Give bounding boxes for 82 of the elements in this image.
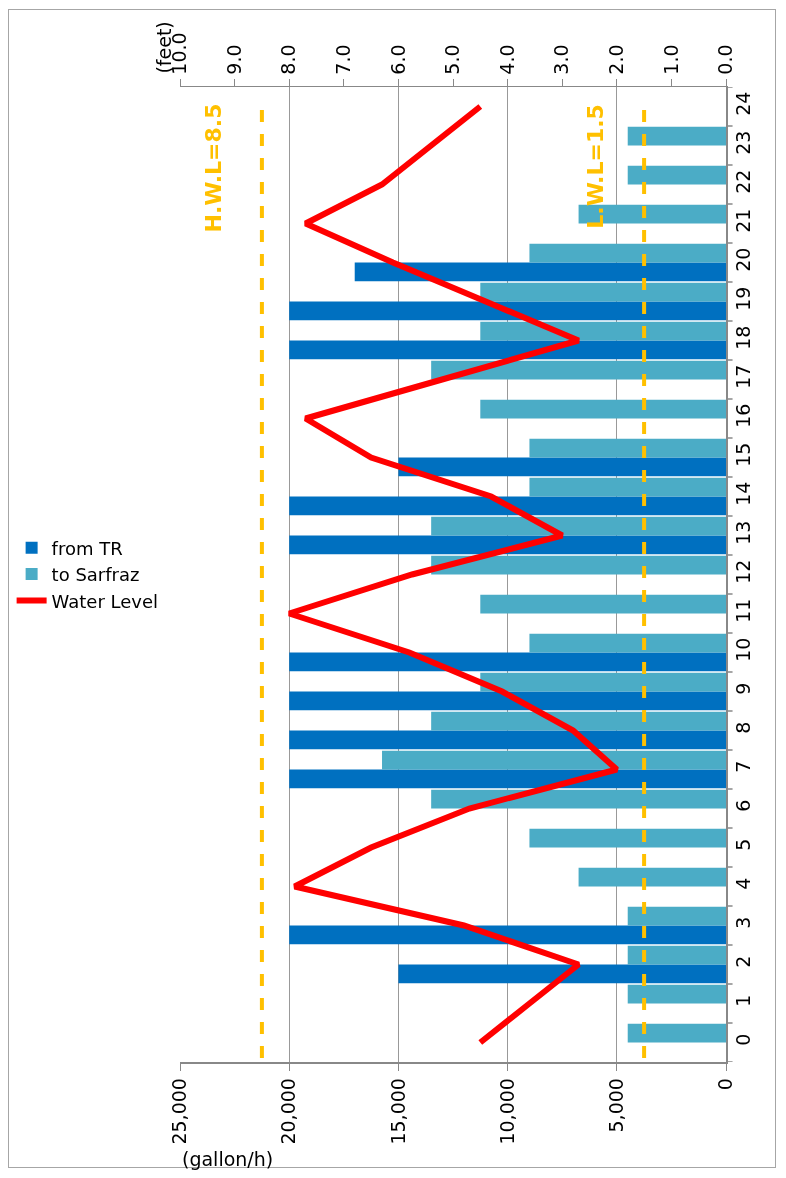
- bar: [289, 769, 726, 789]
- bar: [431, 516, 726, 536]
- bar: [627, 1023, 726, 1043]
- bar: [431, 789, 726, 809]
- x2-tick-label: 6.0: [386, 44, 409, 75]
- y-tick-label: 11: [732, 598, 755, 623]
- y-tick-label: 18: [732, 325, 755, 350]
- bar: [627, 126, 726, 146]
- bar: [627, 984, 726, 1004]
- x2-tick-label: 9.0: [222, 44, 245, 75]
- y-tick-label: 14: [732, 481, 755, 506]
- y-tick-label: 10: [732, 637, 755, 662]
- x2-tick-label: 0.0: [714, 44, 737, 75]
- bar: [354, 262, 726, 282]
- bar: [480, 399, 726, 419]
- x2-tick-label: 5.0: [441, 44, 464, 75]
- bar: [431, 555, 726, 575]
- x-tick-label: 15,000: [386, 1078, 409, 1145]
- bar: [289, 535, 726, 555]
- bar: [289, 301, 726, 321]
- ref-line-label: H.W.L=8.5: [201, 103, 227, 233]
- bar: [289, 730, 726, 750]
- y-tick-label: 16: [732, 403, 755, 428]
- bar: [480, 672, 726, 692]
- bar: [529, 477, 726, 497]
- y-tick-label: 6: [732, 799, 755, 812]
- y-tick-label: 21: [732, 208, 755, 233]
- bar: [382, 750, 726, 770]
- y-tick-label: 24: [732, 91, 755, 116]
- bar: [529, 438, 726, 458]
- x2-tick-label: 4.0: [495, 44, 518, 75]
- bar: [289, 652, 726, 672]
- x2-tick-label: 1.0: [659, 44, 682, 75]
- x-tick-label: 5,000: [604, 1078, 627, 1133]
- y-tick-label: 13: [732, 520, 755, 545]
- legend-label: from TR: [51, 537, 123, 559]
- y-tick-label: 20: [732, 247, 755, 272]
- bar: [398, 457, 726, 477]
- y-tick-label: 22: [732, 169, 755, 194]
- bar: [627, 165, 726, 185]
- y-tick-label: 9: [732, 682, 755, 695]
- y-tick-label: 0: [732, 1033, 755, 1046]
- y-tick-label: 1: [732, 994, 755, 1007]
- bar: [627, 906, 726, 926]
- y-tick-label: 12: [732, 559, 755, 584]
- bar: [529, 633, 726, 653]
- bar: [289, 691, 726, 711]
- y-tick-label: 5: [732, 838, 755, 851]
- bar: [529, 243, 726, 263]
- bar: [480, 282, 726, 302]
- legend-label: Water Level: [51, 590, 159, 612]
- y-tick-label: 23: [732, 130, 755, 155]
- x-tick-label: 10,000: [495, 1078, 518, 1145]
- y-tick-label: 8: [732, 721, 755, 734]
- x2-tick-label: 2.0: [604, 44, 627, 75]
- bar: [578, 867, 726, 887]
- y-tick-label: 17: [732, 364, 755, 389]
- bar: [480, 321, 726, 341]
- bar: [289, 340, 726, 360]
- y-tick-label: 4: [732, 877, 755, 890]
- x-tick-label: 0: [714, 1078, 737, 1091]
- x-tick-label: 20,000: [277, 1078, 300, 1145]
- y-tick-label: 2: [732, 955, 755, 968]
- x2-tick-label: 3.0: [550, 44, 573, 75]
- legend-label: to Sarfraz: [51, 564, 140, 586]
- x-tick-label: 25,000: [168, 1078, 191, 1145]
- bar: [289, 496, 726, 516]
- bar: [289, 925, 726, 945]
- bar: [431, 711, 726, 731]
- ref-line-label: L.W.L=1.5: [583, 104, 609, 229]
- x2-tick-label: 8.0: [277, 44, 300, 75]
- y-tick-label: 3: [732, 916, 755, 929]
- bar: [398, 964, 726, 984]
- bar: [529, 828, 726, 848]
- y-tick-label: 15: [732, 442, 755, 467]
- bar: [480, 594, 726, 614]
- x2-tick-label: 7.0: [331, 44, 354, 75]
- y-tick-label: 7: [732, 760, 755, 773]
- y-tick-label: 19: [732, 286, 755, 311]
- bar: [627, 945, 726, 965]
- bar: [431, 360, 726, 380]
- x-axis-title: (gallon/h): [182, 1148, 274, 1170]
